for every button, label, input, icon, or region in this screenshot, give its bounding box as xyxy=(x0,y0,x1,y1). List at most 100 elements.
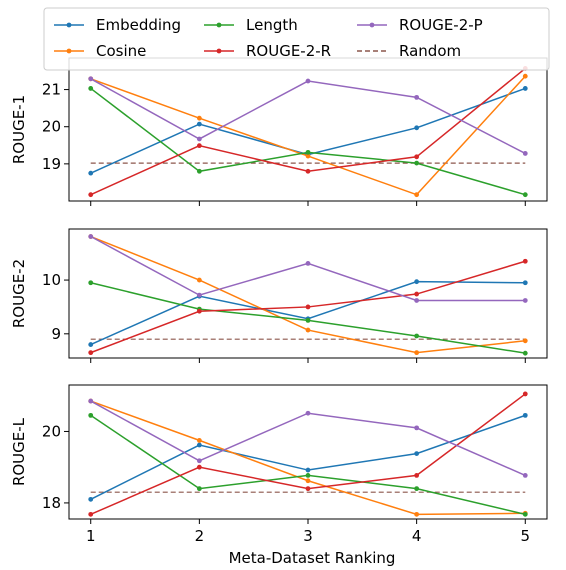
x-tick-label: 3 xyxy=(303,527,313,545)
y-tick-label: 20 xyxy=(42,118,61,136)
series-point-length xyxy=(522,511,528,517)
panel-frame xyxy=(68,384,548,520)
series-point-rouge-2-r xyxy=(196,143,202,149)
series-point-cosine xyxy=(522,338,528,344)
series-point-rouge-2-p xyxy=(305,261,311,266)
series-point-embedding xyxy=(88,170,94,176)
legend-label: Length xyxy=(246,16,298,34)
series-point-rouge-2-p xyxy=(522,473,528,478)
y-tick-label: 19 xyxy=(42,155,61,173)
series-point-rouge-2-r xyxy=(88,192,94,198)
series-point-rouge-2-p xyxy=(196,136,202,142)
y-axis-title: ROUGE-2 xyxy=(10,259,28,328)
series-point-rouge-2-p xyxy=(522,298,528,303)
series-point-cosine xyxy=(522,73,528,79)
series-point-rouge-2-p xyxy=(414,298,420,303)
series-point-cosine xyxy=(305,327,311,333)
series-line-embedding xyxy=(90,280,526,346)
legend-marker xyxy=(66,48,72,54)
x-axis-title: Meta-Dataset Ranking xyxy=(229,549,396,567)
legend: Embedding Length ROUGE-2-P Cosine ROUGE-2-R R… xyxy=(43,7,550,71)
series-point-embedding xyxy=(522,280,528,286)
series-point-embedding xyxy=(196,442,202,448)
series-point-length xyxy=(414,333,420,339)
series-point-rouge-2-r xyxy=(88,350,94,356)
series-point-length xyxy=(305,473,311,478)
series-line-cosine xyxy=(90,75,526,196)
legend-marker xyxy=(369,22,375,28)
series-point-rouge-2-p xyxy=(414,425,420,431)
legend-label: Embedding xyxy=(96,16,181,34)
y-tick-label: 10 xyxy=(42,271,61,289)
series-point-cosine xyxy=(196,277,202,283)
series-point-length xyxy=(414,486,420,492)
legend-label: Cosine xyxy=(96,42,146,60)
series-point-rouge-2-p xyxy=(88,234,94,239)
legend-marker xyxy=(216,22,222,28)
x-tick-label: 2 xyxy=(195,527,205,545)
panels: 19 20 21 ROUGE-1 9 10 ROUGE-2 1 2 3 4 5 18 20 ROUGE-L xyxy=(10,57,548,545)
series-point-rouge-2-p xyxy=(305,410,311,416)
series-point-rouge-2-r xyxy=(414,473,420,478)
series-point-rouge-2-r xyxy=(305,486,311,492)
series-point-embedding xyxy=(414,279,420,285)
series-point-rouge-2-p xyxy=(88,76,94,82)
legend-label: ROUGE-2-P xyxy=(399,16,483,34)
series-point-rouge-2-r xyxy=(522,258,528,264)
series-point-cosine xyxy=(305,478,311,484)
series-point-rouge-2-p xyxy=(196,292,202,298)
legend-frame xyxy=(43,7,550,71)
panel-1: 19 20 21 ROUGE-1 xyxy=(10,57,548,206)
y-tick-label: 20 xyxy=(42,422,61,440)
series-point-embedding xyxy=(414,451,420,457)
series-point-length xyxy=(414,160,420,166)
series-point-embedding xyxy=(88,496,94,502)
x-tick-label: 5 xyxy=(520,527,530,545)
legend-marker xyxy=(216,48,222,54)
series-point-length xyxy=(196,486,202,492)
series-point-rouge-2-r xyxy=(196,308,202,314)
series-point-rouge-2-r xyxy=(522,391,528,397)
panel-2: 9 10 ROUGE-2 xyxy=(10,228,548,363)
series-point-rouge-2-r xyxy=(88,511,94,517)
series-line-cosine xyxy=(90,400,526,516)
series-point-length xyxy=(196,168,202,174)
series-point-rouge-2-p xyxy=(88,398,94,404)
series-line-length xyxy=(90,414,526,516)
series-point-rouge-2-r xyxy=(305,168,311,174)
series-point-length xyxy=(522,350,528,356)
series-point-rouge-2-r xyxy=(196,464,202,470)
y-tick-label: 9 xyxy=(51,325,61,343)
series-point-rouge-2-p xyxy=(414,94,420,100)
series-point-cosine xyxy=(196,115,202,121)
series-point-length xyxy=(305,149,311,155)
series-point-rouge-2-r xyxy=(414,291,420,297)
x-tick-label: 1 xyxy=(86,527,96,545)
legend-marker xyxy=(66,22,72,28)
series-point-embedding xyxy=(196,121,202,127)
series-line-embedding xyxy=(90,87,526,174)
y-axis-title: ROUGE-L xyxy=(10,417,28,486)
x-tick-label: 4 xyxy=(412,527,422,545)
series-point-rouge-2-p xyxy=(305,78,311,84)
series-point-rouge-2-p xyxy=(196,458,202,464)
series-point-embedding xyxy=(522,412,528,418)
legend-label: Random xyxy=(399,42,461,60)
legend-label: ROUGE-2-R xyxy=(246,42,331,60)
series-point-rouge-2-p xyxy=(522,151,528,156)
series-line-length xyxy=(90,87,526,196)
y-tick-label: 18 xyxy=(42,494,61,512)
series-point-length xyxy=(305,317,311,323)
series-point-cosine xyxy=(414,511,420,517)
series-point-length xyxy=(88,280,94,286)
series-point-length xyxy=(88,412,94,418)
series-point-rouge-2-r xyxy=(305,304,311,310)
series-point-length xyxy=(522,192,528,198)
series-point-embedding xyxy=(522,86,528,91)
series-point-rouge-2-r xyxy=(414,154,420,160)
series-point-embedding xyxy=(88,342,94,347)
series-point-cosine xyxy=(414,350,420,356)
y-axis-title: ROUGE-1 xyxy=(10,95,28,164)
series-point-embedding xyxy=(414,125,420,131)
